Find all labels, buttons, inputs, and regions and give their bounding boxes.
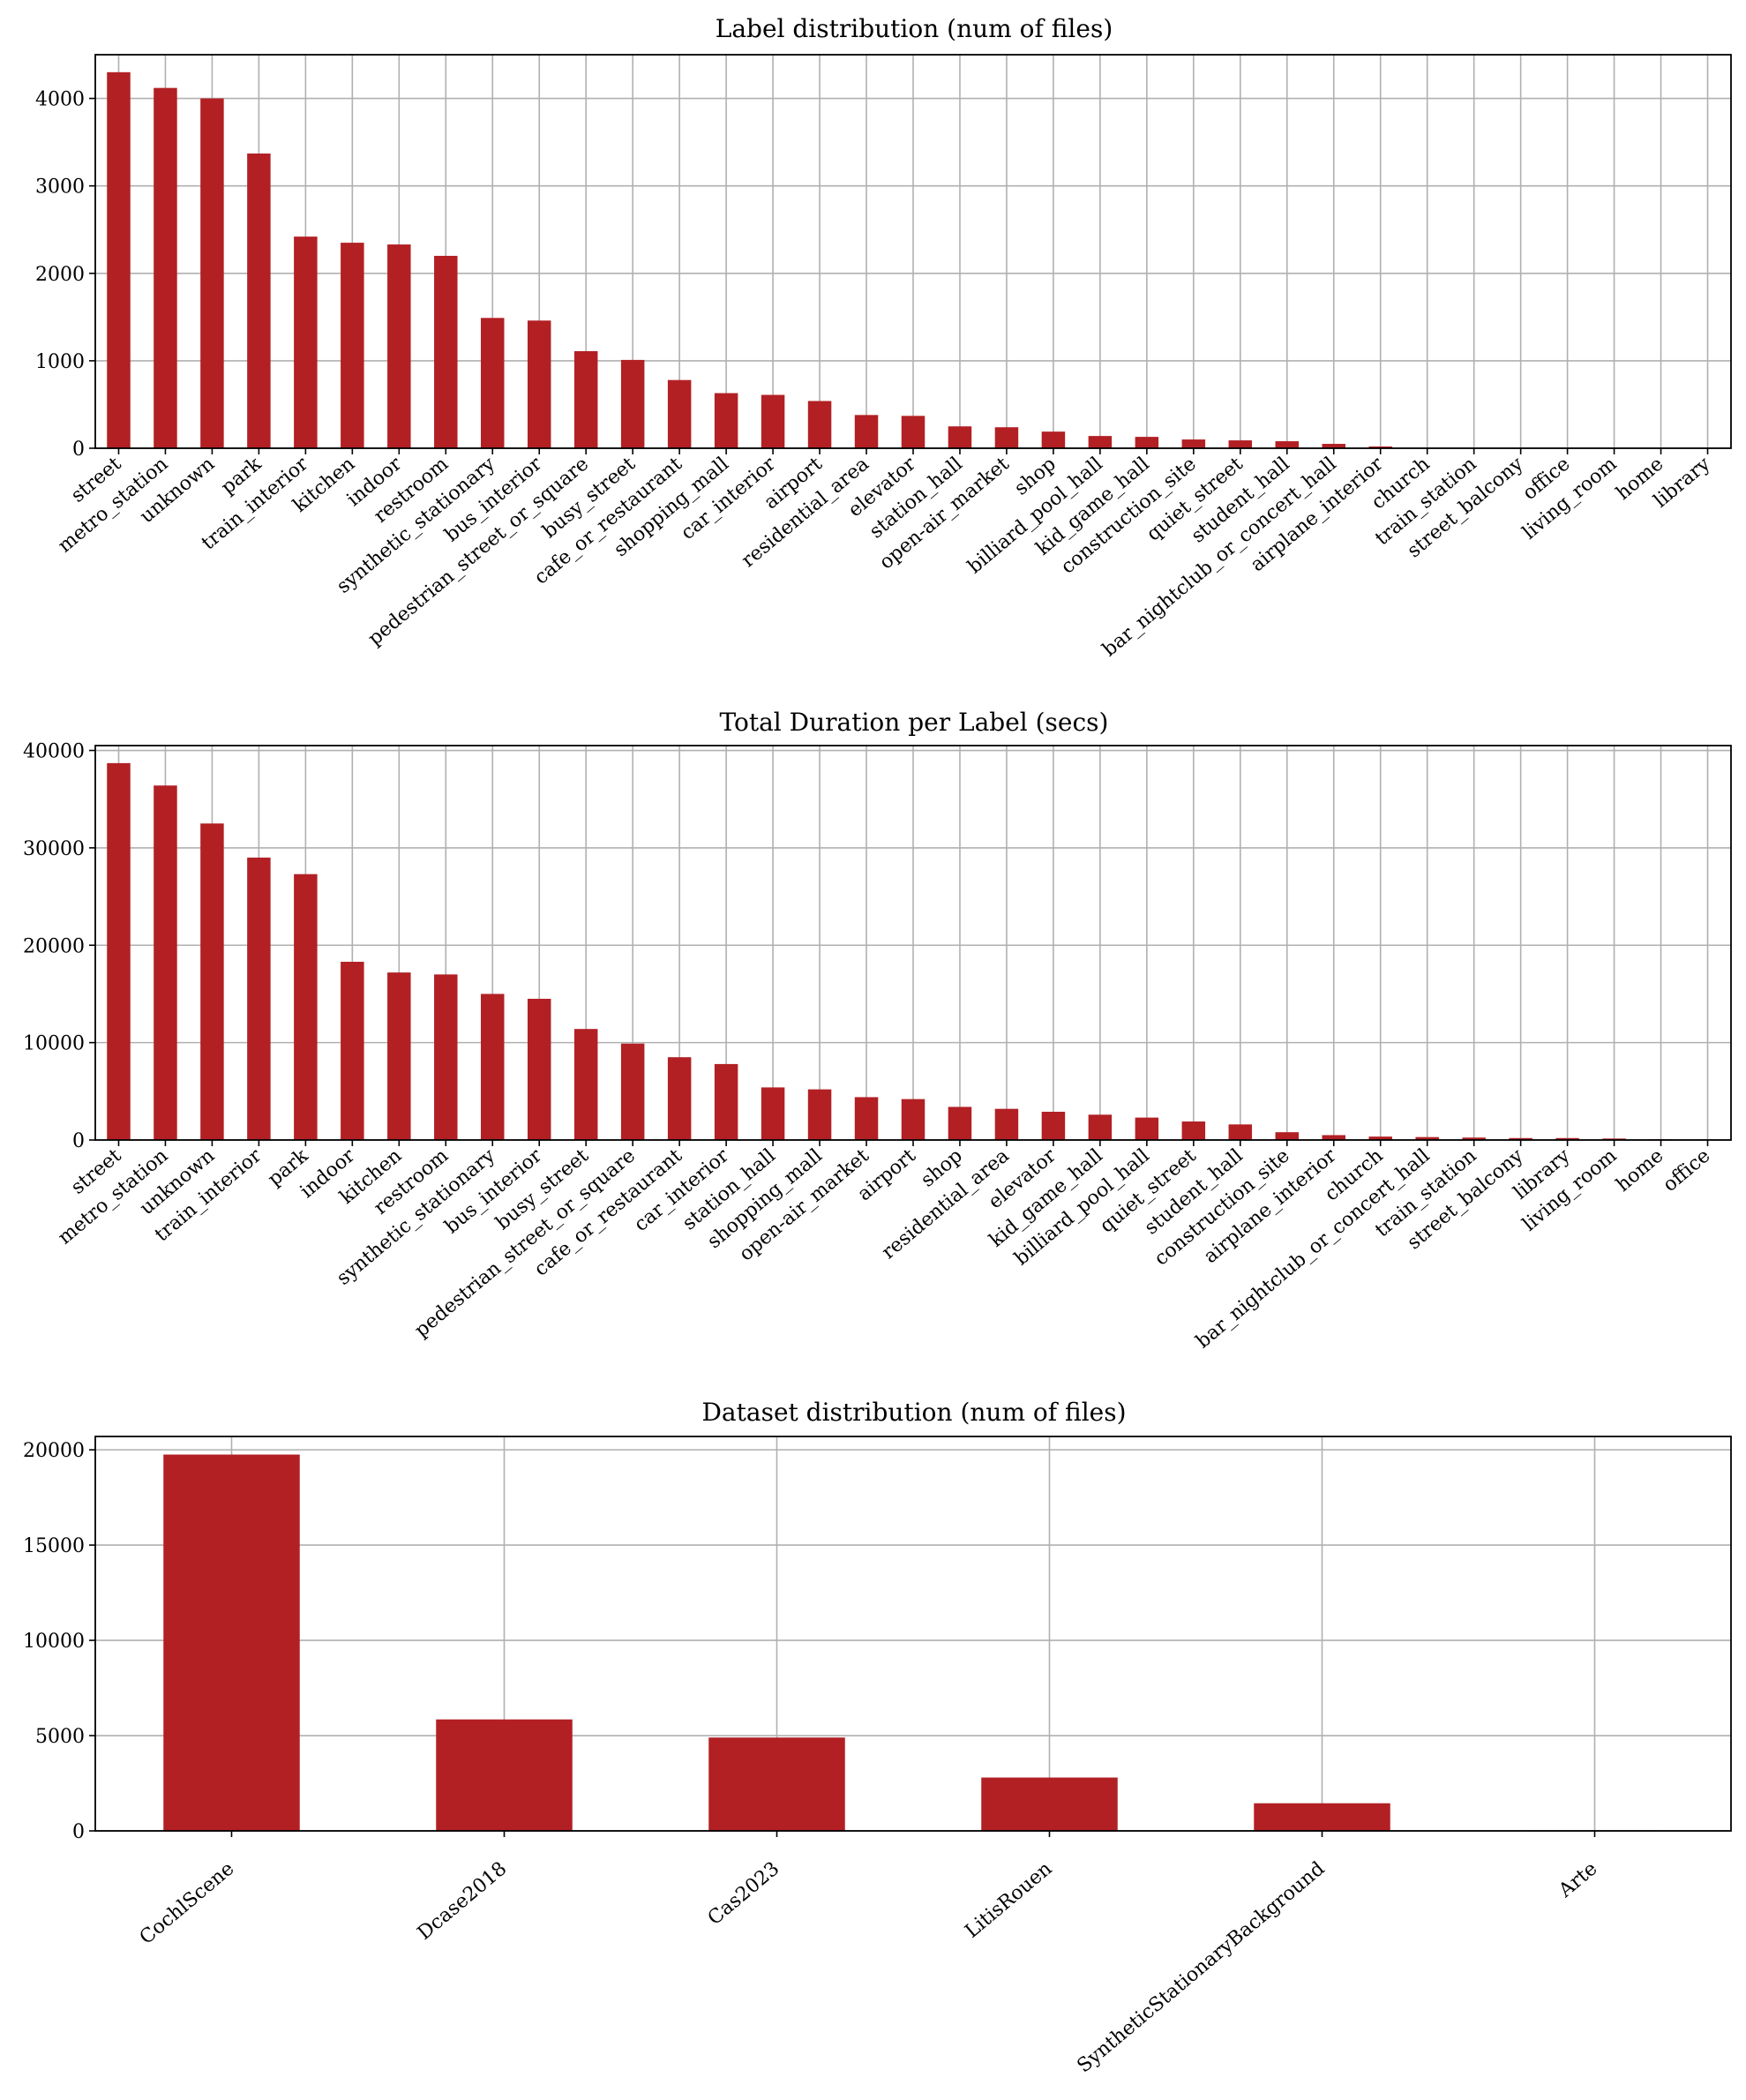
chart-label-distribution: Label distribution (num of files) 0 1000 2… xyxy=(35,14,1732,661)
bar xyxy=(1041,431,1066,448)
chart-total-duration: Total Duration per Label (secs) 0 10000 20… xyxy=(23,708,1732,1353)
axes-frame xyxy=(94,1436,1732,1832)
bar xyxy=(981,1777,1118,1831)
bar xyxy=(854,1097,879,1140)
y-tick-label: 40000 xyxy=(23,741,85,763)
bar xyxy=(667,1057,692,1140)
bar xyxy=(620,359,645,448)
x-tick-label: Dcase2018 xyxy=(414,1857,512,1944)
bar xyxy=(341,243,364,448)
bar xyxy=(573,1029,598,1140)
bar xyxy=(1509,1137,1532,1140)
bar xyxy=(807,1089,832,1140)
y-tick-label: 1000 xyxy=(35,351,85,373)
bar xyxy=(247,153,271,449)
x-tick-label: home xyxy=(1612,1144,1667,1196)
bar xyxy=(1088,436,1113,448)
y-tick-label: 20000 xyxy=(23,935,85,957)
plot-area: 01000200030004000streetmetro_stationunkn… xyxy=(35,54,1732,661)
bar xyxy=(1322,444,1345,448)
bar xyxy=(1088,1114,1113,1140)
bar xyxy=(107,71,131,449)
bar xyxy=(1135,437,1159,448)
bar xyxy=(527,320,551,448)
y-tick-label: 20000 xyxy=(23,1440,85,1462)
bar xyxy=(901,1099,925,1140)
bar xyxy=(527,998,551,1140)
bar xyxy=(901,416,925,448)
bar xyxy=(163,1454,300,1831)
bar xyxy=(387,244,411,448)
y-tick-label: 10000 xyxy=(23,1033,85,1055)
x-tick-label: Cas2023 xyxy=(704,1857,784,1930)
bar xyxy=(1555,1137,1579,1140)
bar xyxy=(708,1737,845,1831)
y-tick-label: 10000 xyxy=(23,1631,85,1653)
chart-title: Label distribution (num of files) xyxy=(716,14,1113,43)
bar xyxy=(434,255,458,448)
y-tick-label: 3000 xyxy=(35,176,85,199)
bar xyxy=(387,972,411,1140)
bar xyxy=(200,823,224,1140)
chart-dataset-distribution: Dataset distribution (num of files) 0 500… xyxy=(23,1398,1732,2077)
y-tick-label: 5000 xyxy=(35,1726,85,1748)
x-tick-label: CochlScene xyxy=(136,1857,239,1948)
bar xyxy=(994,1108,1019,1140)
chart-title: Dataset distribution (num of files) xyxy=(701,1398,1126,1427)
bar xyxy=(341,962,364,1140)
bar xyxy=(1368,1136,1392,1140)
x-tick-label: Arte xyxy=(1555,1857,1602,1902)
y-tick-label: 0 xyxy=(72,1821,85,1843)
bar xyxy=(481,994,505,1140)
bar xyxy=(761,1087,785,1140)
y-tick-label: 0 xyxy=(72,1130,85,1152)
bar xyxy=(154,87,177,448)
bar xyxy=(200,98,224,449)
bar xyxy=(854,415,879,448)
bar xyxy=(1368,446,1392,448)
bar xyxy=(1275,441,1300,448)
bar xyxy=(807,401,832,448)
bar xyxy=(481,318,505,448)
bar xyxy=(1462,1137,1486,1140)
y-tick-label: 2000 xyxy=(35,264,85,286)
bar xyxy=(294,874,318,1140)
bar xyxy=(761,394,785,448)
bar xyxy=(1415,1136,1439,1140)
bar xyxy=(994,427,1019,448)
y-tick-label: 4000 xyxy=(35,89,85,111)
bar xyxy=(1228,1124,1253,1140)
bar xyxy=(948,426,972,448)
x-tick-label: office xyxy=(1659,1144,1714,1196)
bar xyxy=(1135,1117,1159,1140)
y-tick-label: 15000 xyxy=(23,1535,85,1557)
x-tick-label: SyntheticStationaryBackground xyxy=(1073,1857,1329,2077)
bar xyxy=(107,762,131,1140)
x-tick-label: LitisRouen xyxy=(961,1857,1056,1942)
bar xyxy=(1181,439,1206,448)
bar xyxy=(247,857,271,1140)
bar xyxy=(1041,1111,1066,1140)
bar xyxy=(667,379,692,448)
bar xyxy=(434,974,458,1140)
bar xyxy=(948,1106,972,1140)
bar xyxy=(1275,1132,1300,1140)
bar xyxy=(573,350,598,448)
chart-title: Total Duration per Label (secs) xyxy=(720,708,1109,737)
bar xyxy=(620,1043,645,1140)
bar xyxy=(1254,1803,1390,1831)
y-tick-label: 30000 xyxy=(23,838,85,860)
bar xyxy=(714,1063,738,1140)
plot-area: 010000200003000040000streetmetro_station… xyxy=(23,741,1732,1353)
bar xyxy=(154,785,177,1140)
bar xyxy=(436,1719,573,1831)
bar xyxy=(294,236,318,448)
plot-area: 0 5000 10000 15000 20000 CochlScene Dcase2018 C… xyxy=(23,1436,1732,2077)
bar xyxy=(1181,1121,1206,1140)
bar xyxy=(1228,440,1253,448)
y-tick-label: 0 xyxy=(72,439,85,461)
bar xyxy=(714,393,738,448)
bar xyxy=(1322,1135,1345,1140)
